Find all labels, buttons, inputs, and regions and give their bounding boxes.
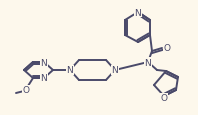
Text: N: N <box>112 66 118 75</box>
Text: O: O <box>164 44 170 53</box>
Text: N: N <box>67 66 73 75</box>
Text: N: N <box>41 58 47 67</box>
Text: N: N <box>41 74 47 83</box>
Text: O: O <box>161 94 168 103</box>
Text: O: O <box>23 86 30 95</box>
Text: N: N <box>145 58 151 67</box>
Text: N: N <box>135 8 141 17</box>
